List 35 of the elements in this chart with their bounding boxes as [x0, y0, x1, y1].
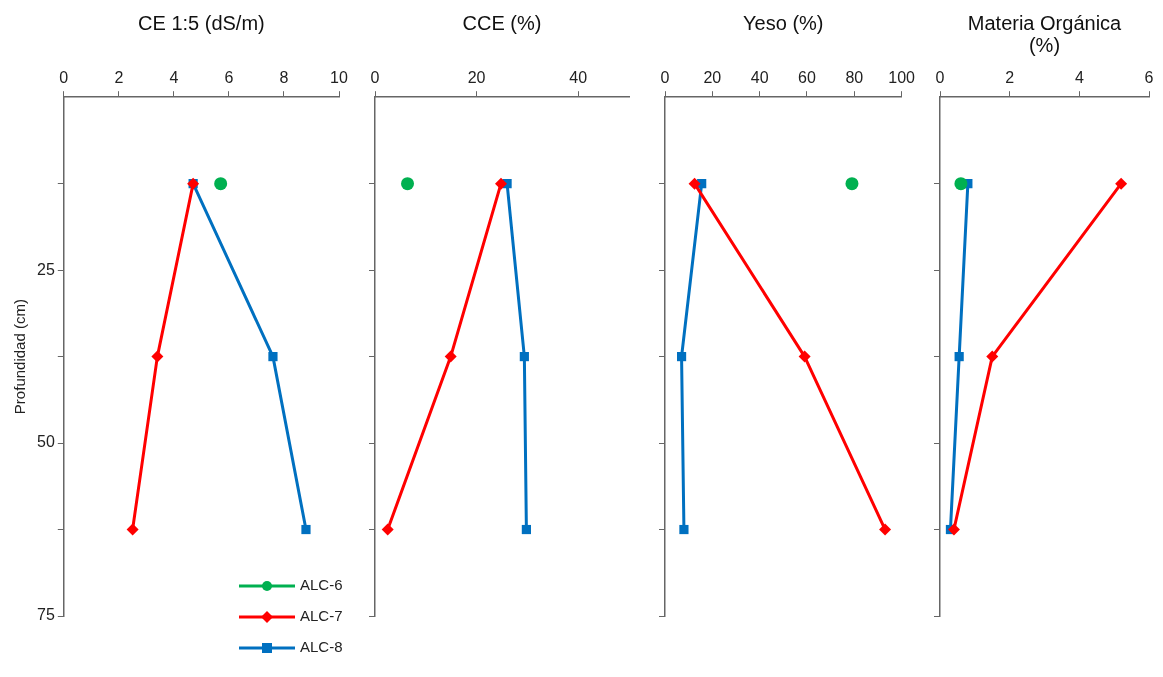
x-tick-label: 10	[330, 69, 348, 87]
x-tick-label: 0	[935, 69, 945, 87]
x-tick-label: 6	[1144, 69, 1154, 87]
x-tick-label: 4	[169, 69, 179, 87]
x-tick-label: 8	[279, 69, 289, 87]
x-tick-label: 20	[703, 69, 722, 87]
point	[126, 523, 139, 536]
legend-label: ALC-8	[300, 638, 343, 656]
chart-title: Materia Orgánica (%)	[966, 12, 1123, 56]
x-tick-label: 100	[888, 69, 916, 87]
x-tick-label: 4	[1074, 69, 1084, 87]
point	[268, 352, 278, 362]
x-tick-label: 20	[467, 69, 486, 87]
point	[151, 350, 164, 363]
x-tick-label: 0	[660, 69, 670, 87]
chart-title: Yeso (%)	[742, 12, 825, 34]
x-tick-label: 2	[114, 69, 124, 87]
x-tick-label: 80	[845, 69, 864, 87]
y-tick-label: 50	[37, 433, 55, 451]
chart-title: CE 1:5 (dS/m)	[137, 12, 266, 34]
chart-title: CCE (%)	[461, 12, 543, 34]
y-tick-label: 25	[37, 260, 55, 278]
x-tick-label: 6	[224, 69, 234, 87]
x-tick-label: 2	[1005, 69, 1015, 87]
y-tick-label: 75	[37, 606, 55, 624]
x-tick-label: 0	[370, 69, 380, 87]
y-axis-title: Profundidad (cm)	[11, 299, 29, 415]
x-tick-label: 0	[59, 69, 69, 87]
x-tick-label: 40	[750, 69, 769, 87]
x-tick-label: 40	[569, 69, 588, 87]
legend-label: ALC-7	[300, 607, 343, 625]
x-tick-label: 60	[798, 69, 816, 87]
point	[214, 177, 228, 191]
legend-label: ALC-6	[300, 576, 343, 594]
point	[301, 524, 311, 535]
